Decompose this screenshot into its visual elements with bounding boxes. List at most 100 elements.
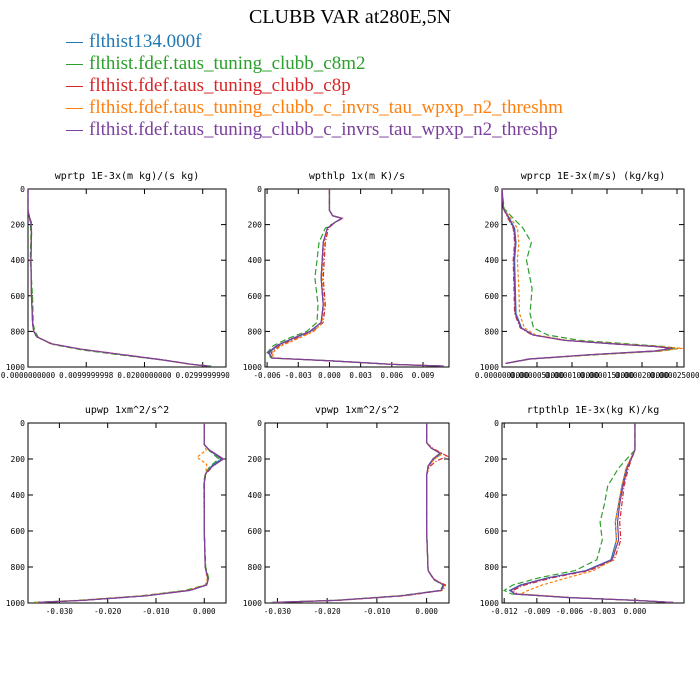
x-tick-label: 0.0000100000 bbox=[545, 371, 600, 380]
series-line bbox=[518, 423, 674, 603]
y-tick-label: 400 bbox=[485, 256, 500, 265]
legend-line-swatch bbox=[66, 63, 83, 65]
chart-panel: rtpthlp 1E-3x(kg K)/kg02004006008001000-… bbox=[480, 405, 685, 616]
series-line bbox=[502, 189, 683, 365]
x-tick-label: -0.030 bbox=[46, 607, 74, 616]
legend-label: flthist134.000f bbox=[89, 31, 202, 52]
series-line bbox=[28, 189, 210, 367]
x-tick-label: -0.003 bbox=[589, 607, 616, 616]
x-tick-label: 0.000 bbox=[193, 607, 216, 616]
y-tick-label: 800 bbox=[248, 327, 263, 336]
legend-label: flthist.fdef.taus_tuning_clubb_c_invrs_t… bbox=[89, 119, 558, 140]
panel-title: wprcp 1E-3x(m/s) (kg/kg) bbox=[521, 171, 666, 182]
chart-panel: wpthlp 1x(m K)/s 0 200 400 600 800 1000-0.006-… bbox=[243, 171, 450, 380]
y-tick-label: 0 bbox=[494, 419, 499, 428]
x-tick-label: -0.003 bbox=[285, 371, 312, 380]
x-tick-label: 0.0000050000 bbox=[510, 371, 565, 380]
figure-title: CLUBB VAR at280E,5N bbox=[248, 6, 452, 28]
x-tick-label: 0.0099999998 bbox=[59, 371, 114, 380]
x-tick-label: 0.0000150000 bbox=[580, 371, 635, 380]
x-tick-label: 0.000 bbox=[415, 607, 438, 616]
series-line bbox=[37, 423, 225, 603]
series-line bbox=[28, 189, 206, 367]
y-tick-label: 200 bbox=[11, 221, 26, 230]
panel-title: wpthlp 1x(m K)/s bbox=[309, 171, 405, 182]
plot-frame bbox=[501, 422, 685, 604]
series-line bbox=[37, 423, 224, 603]
y-tick-label: 600 bbox=[485, 292, 500, 301]
series-line bbox=[28, 189, 209, 367]
legend-line-swatch bbox=[66, 85, 83, 87]
x-tick-label: -0.012 bbox=[491, 607, 518, 616]
chart-panel: upwp 1xm^2/s^2 0 200 400 600 800 1000 -0.030 -0.… bbox=[6, 405, 227, 616]
y-tick-label: 200 bbox=[11, 455, 26, 464]
series-line bbox=[269, 423, 444, 603]
chart-panel: vpwp 1xm^2/s^2 0 200 400 600 800 1000-0.030 -0.… bbox=[243, 405, 450, 616]
y-tick-label: 800 bbox=[248, 563, 263, 572]
x-tick-label: -0.010 bbox=[142, 607, 170, 616]
y-tick-label: 1000 bbox=[480, 363, 499, 372]
x-tick-label: 0.0000250000 bbox=[650, 371, 700, 380]
y-tick-label: 0 bbox=[494, 185, 499, 194]
legend-line-swatch bbox=[66, 41, 83, 43]
legend-item: flthist.fdef.taus_tuning_clubb_c_invrs_t… bbox=[66, 119, 563, 141]
series-line bbox=[274, 423, 449, 603]
x-tick-label: 0.000 bbox=[318, 371, 341, 380]
x-tick-label: -0.020 bbox=[314, 607, 342, 616]
x-tick-label: 0.003 bbox=[349, 371, 372, 380]
series-line bbox=[35, 423, 208, 603]
x-tick-label: 0.0000200000 bbox=[615, 371, 670, 380]
y-tick-label: 200 bbox=[248, 221, 263, 230]
legend-line-swatch bbox=[66, 129, 83, 131]
x-tick-label: 0.006 bbox=[381, 371, 404, 380]
y-tick-label: 200 bbox=[248, 455, 263, 464]
x-tick-label: -0.020 bbox=[94, 607, 122, 616]
chart-panel: wprtp 1E-3x(m kg)/(s kg) 0 200 400 600 800 100… bbox=[1, 171, 230, 380]
series-line bbox=[502, 189, 679, 365]
series-line bbox=[502, 189, 674, 365]
legend-item: flthist.fdef.taus_tuning_clubb_c8m2 bbox=[66, 53, 563, 75]
y-tick-label: 400 bbox=[248, 491, 263, 500]
panel-title: upwp 1xm^2/s^2 bbox=[85, 405, 169, 416]
y-tick-label: 0 bbox=[20, 185, 25, 194]
y-tick-label: 600 bbox=[11, 292, 26, 301]
y-tick-label: 400 bbox=[11, 256, 26, 265]
y-tick-label: 200 bbox=[485, 455, 500, 464]
x-tick-label: -0.010 bbox=[363, 607, 391, 616]
y-tick-label: 800 bbox=[485, 563, 500, 572]
legend-line-swatch bbox=[66, 107, 83, 109]
panel-title: vpwp 1xm^2/s^2 bbox=[315, 405, 399, 416]
x-tick-label: 0.0000000000 bbox=[475, 371, 530, 380]
x-tick-label: -0.006 bbox=[556, 607, 584, 616]
series-line bbox=[502, 189, 673, 365]
series-line bbox=[272, 423, 446, 603]
x-tick-label: 0.000 bbox=[624, 607, 647, 616]
series-line bbox=[272, 423, 445, 603]
series-line bbox=[37, 423, 223, 603]
y-tick-label: 600 bbox=[248, 292, 263, 301]
x-tick-label: 0.0000000000 bbox=[1, 371, 56, 380]
x-tick-label: -0.006 bbox=[254, 371, 282, 380]
series-line bbox=[511, 423, 674, 603]
series-line bbox=[271, 189, 444, 367]
x-tick-label: 0.0299999990 bbox=[176, 371, 231, 380]
y-tick-label: 600 bbox=[485, 527, 500, 536]
y-tick-label: 800 bbox=[11, 563, 26, 572]
y-tick-label: 1000 bbox=[243, 363, 262, 372]
series-line bbox=[502, 423, 674, 603]
y-tick-label: 800 bbox=[485, 327, 500, 336]
y-tick-label: 800 bbox=[11, 327, 26, 336]
legend-label: flthist.fdef.taus_tuning_clubb_c8m2 bbox=[89, 53, 366, 74]
series-line bbox=[266, 189, 444, 367]
y-tick-label: 200 bbox=[485, 221, 500, 230]
y-tick-label: 600 bbox=[248, 527, 263, 536]
y-tick-label: 1000 bbox=[243, 599, 262, 608]
plot-frame bbox=[501, 188, 685, 368]
series-line bbox=[272, 423, 445, 603]
panel-title: wprtp 1E-3x(m kg)/(s kg) bbox=[55, 171, 200, 182]
series-line bbox=[267, 189, 444, 367]
x-tick-label: -0.030 bbox=[264, 607, 292, 616]
series-line bbox=[509, 423, 674, 603]
